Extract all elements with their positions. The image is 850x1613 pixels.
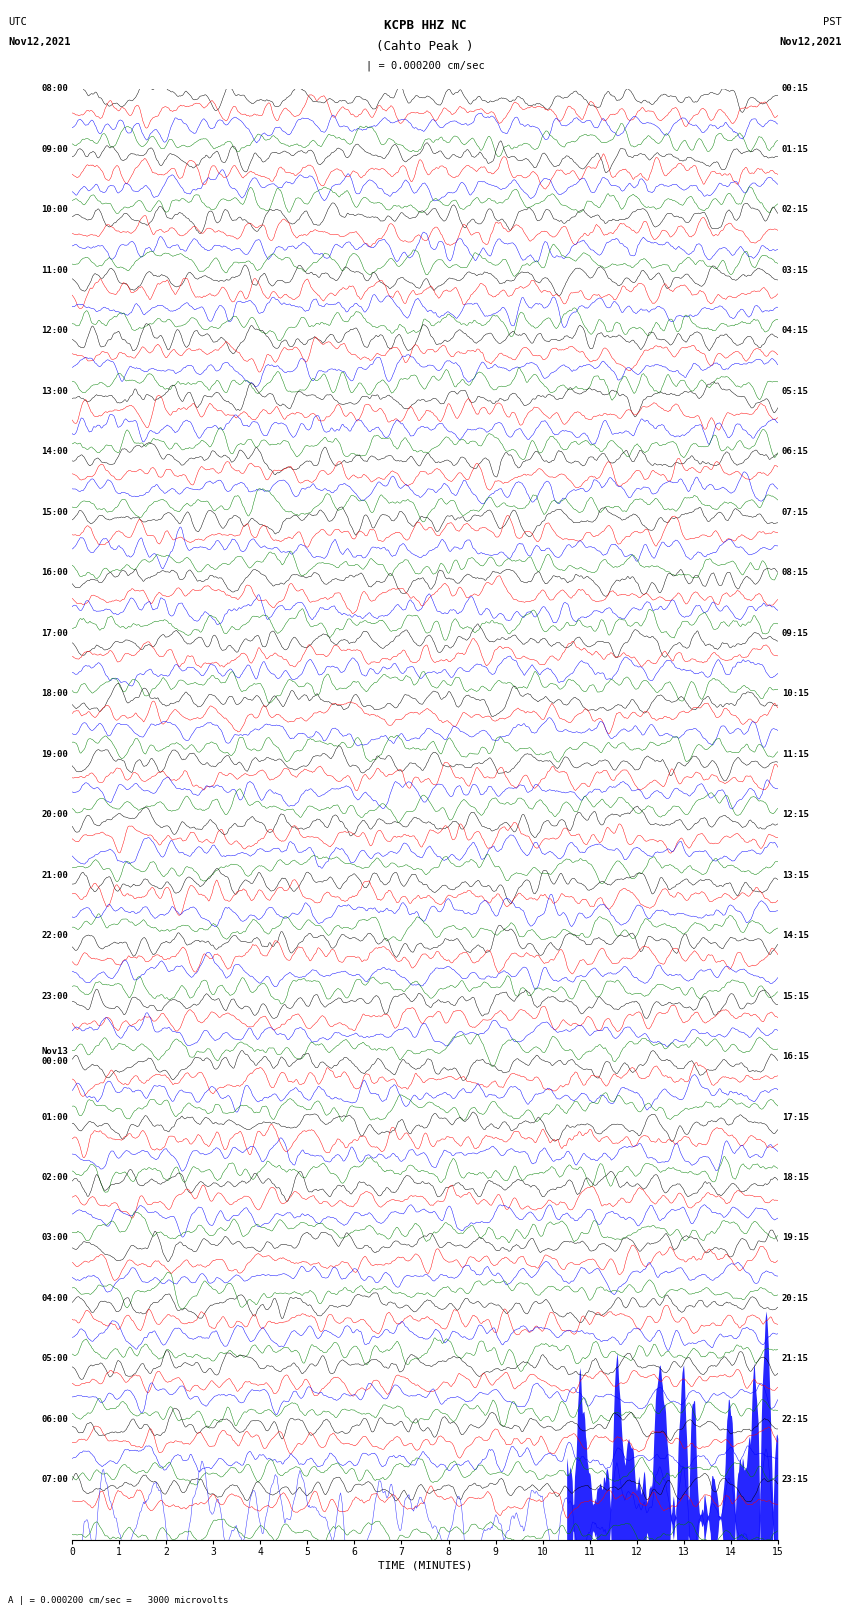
Text: 22:15: 22:15: [782, 1415, 809, 1424]
Text: 16:15: 16:15: [782, 1052, 809, 1061]
Text: 07:15: 07:15: [782, 508, 809, 516]
Text: 01:00: 01:00: [41, 1113, 68, 1121]
Text: 21:00: 21:00: [41, 871, 68, 879]
Text: 00:15: 00:15: [782, 84, 809, 94]
Text: A | = 0.000200 cm/sec =   3000 microvolts: A | = 0.000200 cm/sec = 3000 microvolts: [8, 1595, 229, 1605]
Text: 09:00: 09:00: [41, 145, 68, 153]
Text: PST: PST: [823, 18, 842, 27]
Text: Nov12,2021: Nov12,2021: [8, 37, 71, 47]
Text: 15:00: 15:00: [41, 508, 68, 516]
Text: 03:00: 03:00: [41, 1234, 68, 1242]
Text: 21:15: 21:15: [782, 1355, 809, 1363]
Text: 18:00: 18:00: [41, 689, 68, 698]
Text: 13:00: 13:00: [41, 387, 68, 395]
Text: 20:15: 20:15: [782, 1294, 809, 1303]
Text: Nov13
00:00: Nov13 00:00: [41, 1047, 68, 1066]
Text: 06:15: 06:15: [782, 447, 809, 456]
Text: 23:15: 23:15: [782, 1476, 809, 1484]
Text: 05:00: 05:00: [41, 1355, 68, 1363]
Text: 22:00: 22:00: [41, 931, 68, 940]
Text: UTC: UTC: [8, 18, 27, 27]
Text: | = 0.000200 cm/sec: | = 0.000200 cm/sec: [366, 60, 484, 71]
Text: 10:00: 10:00: [41, 205, 68, 215]
Text: 12:15: 12:15: [782, 810, 809, 819]
Text: 23:00: 23:00: [41, 992, 68, 1000]
Text: 11:00: 11:00: [41, 266, 68, 274]
Text: 13:15: 13:15: [782, 871, 809, 879]
Text: 08:15: 08:15: [782, 568, 809, 577]
Text: 10:15: 10:15: [782, 689, 809, 698]
Text: 14:00: 14:00: [41, 447, 68, 456]
Text: 06:00: 06:00: [41, 1415, 68, 1424]
Text: 12:00: 12:00: [41, 326, 68, 336]
Text: 14:15: 14:15: [782, 931, 809, 940]
Text: 19:00: 19:00: [41, 750, 68, 758]
Text: 02:15: 02:15: [782, 205, 809, 215]
Text: 11:15: 11:15: [782, 750, 809, 758]
Text: 09:15: 09:15: [782, 629, 809, 637]
Text: 01:15: 01:15: [782, 145, 809, 153]
Text: 04:00: 04:00: [41, 1294, 68, 1303]
Text: Nov12,2021: Nov12,2021: [779, 37, 842, 47]
Text: KCPB HHZ NC: KCPB HHZ NC: [383, 19, 467, 32]
X-axis label: TIME (MINUTES): TIME (MINUTES): [377, 1560, 473, 1569]
Text: 03:15: 03:15: [782, 266, 809, 274]
Text: 05:15: 05:15: [782, 387, 809, 395]
Text: 17:00: 17:00: [41, 629, 68, 637]
Text: 18:15: 18:15: [782, 1173, 809, 1182]
Text: 07:00: 07:00: [41, 1476, 68, 1484]
Text: 19:15: 19:15: [782, 1234, 809, 1242]
Text: 08:00: 08:00: [41, 84, 68, 94]
Text: 17:15: 17:15: [782, 1113, 809, 1121]
Text: 20:00: 20:00: [41, 810, 68, 819]
Text: (Cahto Peak ): (Cahto Peak ): [377, 40, 473, 53]
Text: 16:00: 16:00: [41, 568, 68, 577]
Text: 02:00: 02:00: [41, 1173, 68, 1182]
Text: 15:15: 15:15: [782, 992, 809, 1000]
Text: 04:15: 04:15: [782, 326, 809, 336]
